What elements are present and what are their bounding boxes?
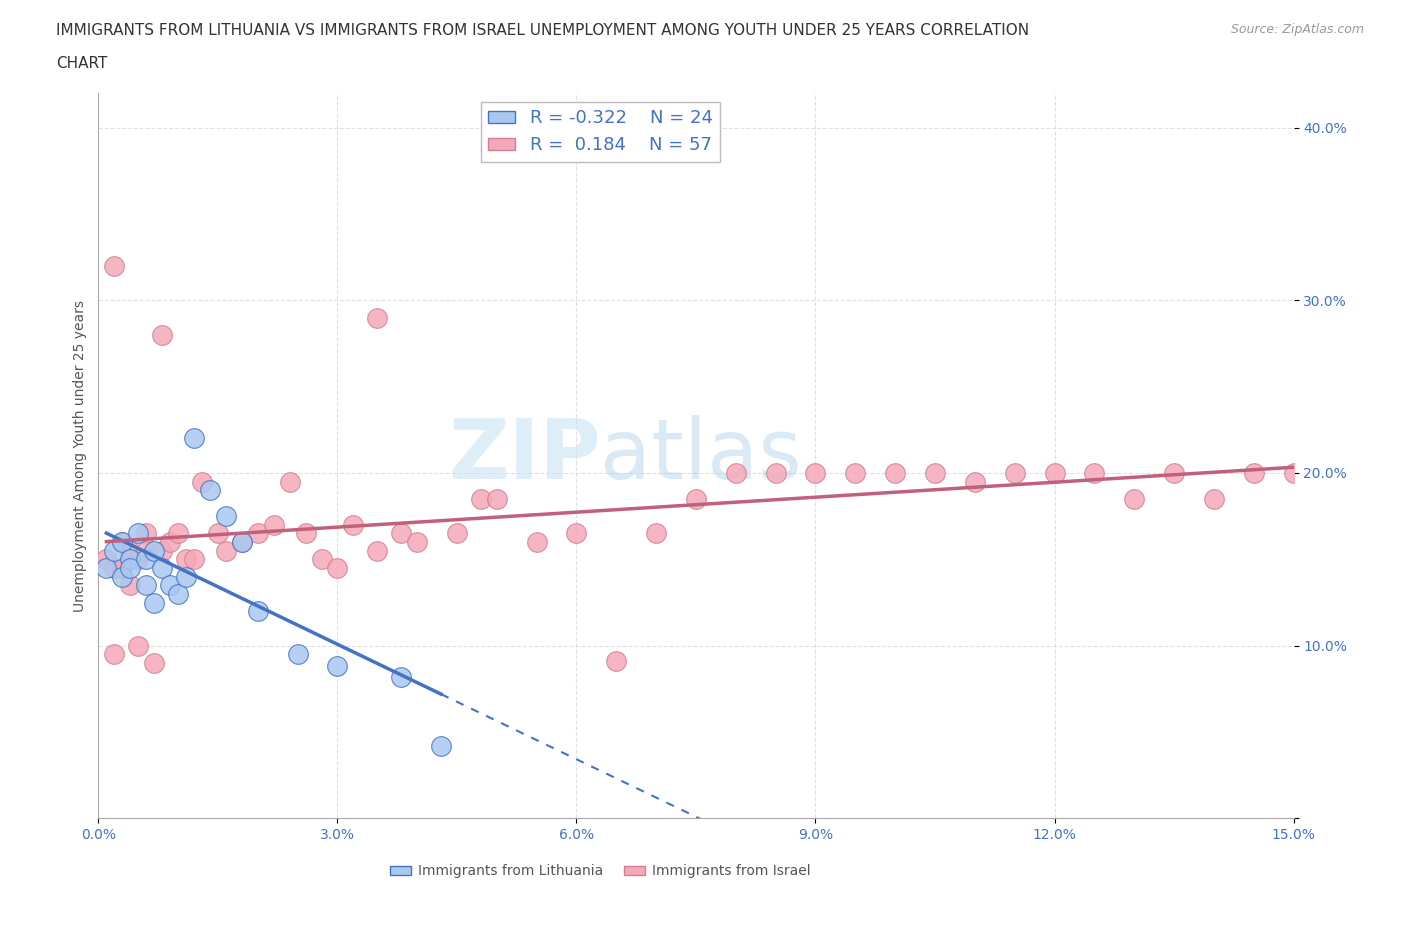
Point xyxy=(198,483,221,498)
Point xyxy=(366,543,388,558)
Point xyxy=(143,656,166,671)
Point xyxy=(183,431,205,445)
Point xyxy=(120,561,142,576)
Point xyxy=(326,561,349,576)
Text: IMMIGRANTS FROM LITHUANIA VS IMMIGRANTS FROM ISRAEL UNEMPLOYMENT AMONG YOUTH UND: IMMIGRANTS FROM LITHUANIA VS IMMIGRANTS … xyxy=(56,23,1029,38)
Point xyxy=(1163,466,1185,481)
Point xyxy=(127,638,149,653)
Point xyxy=(231,535,253,550)
Point xyxy=(1043,466,1066,481)
Point xyxy=(96,551,118,566)
Point xyxy=(127,551,149,566)
Point xyxy=(135,578,157,592)
Point xyxy=(150,561,173,576)
Point xyxy=(278,474,301,489)
Point xyxy=(246,604,269,618)
Point xyxy=(342,517,364,532)
Point xyxy=(765,466,787,481)
Point xyxy=(1004,466,1026,481)
Point xyxy=(1282,466,1305,481)
Point xyxy=(366,310,388,325)
Point xyxy=(143,543,166,558)
Point xyxy=(96,561,118,576)
Point xyxy=(135,543,157,558)
Point xyxy=(844,466,866,481)
Point xyxy=(167,526,190,541)
Point xyxy=(406,535,429,550)
Point xyxy=(215,509,238,524)
Point xyxy=(111,569,134,584)
Point xyxy=(1123,491,1146,506)
Point xyxy=(446,526,468,541)
Point xyxy=(159,535,181,550)
Point xyxy=(120,551,142,566)
Point xyxy=(294,526,316,541)
Point xyxy=(207,526,229,541)
Point xyxy=(111,561,134,576)
Point xyxy=(174,569,197,584)
Point xyxy=(231,535,253,550)
Point xyxy=(389,670,412,684)
Point xyxy=(287,647,309,662)
Point xyxy=(311,551,333,566)
Point xyxy=(150,327,173,342)
Point xyxy=(143,595,166,610)
Point xyxy=(246,526,269,541)
Point xyxy=(103,259,125,273)
Text: ZIP: ZIP xyxy=(449,415,600,497)
Point xyxy=(174,551,197,566)
Point xyxy=(159,578,181,592)
Point xyxy=(430,738,453,753)
Point xyxy=(135,526,157,541)
Text: Source: ZipAtlas.com: Source: ZipAtlas.com xyxy=(1230,23,1364,36)
Point xyxy=(685,491,707,506)
Point xyxy=(167,587,190,602)
Point xyxy=(1202,491,1225,506)
Point xyxy=(120,543,142,558)
Point xyxy=(120,578,142,592)
Point xyxy=(103,561,125,576)
Point xyxy=(963,474,986,489)
Point xyxy=(526,535,548,550)
Point xyxy=(1243,466,1265,481)
Point xyxy=(111,535,134,550)
Point xyxy=(326,659,349,674)
Text: atlas: atlas xyxy=(600,415,801,497)
Point xyxy=(150,543,173,558)
Point xyxy=(605,654,627,669)
Point xyxy=(470,491,492,506)
Legend: Immigrants from Lithuania, Immigrants from Israel: Immigrants from Lithuania, Immigrants fr… xyxy=(385,859,815,884)
Point xyxy=(724,466,747,481)
Point xyxy=(103,543,125,558)
Point xyxy=(135,551,157,566)
Point xyxy=(485,491,508,506)
Point xyxy=(215,543,238,558)
Point xyxy=(183,551,205,566)
Point xyxy=(1083,466,1105,481)
Point xyxy=(263,517,285,532)
Y-axis label: Unemployment Among Youth under 25 years: Unemployment Among Youth under 25 years xyxy=(73,299,87,612)
Point xyxy=(103,647,125,662)
Point xyxy=(645,526,668,541)
Point xyxy=(389,526,412,541)
Point xyxy=(565,526,588,541)
Point xyxy=(804,466,827,481)
Point xyxy=(127,526,149,541)
Point xyxy=(924,466,946,481)
Text: CHART: CHART xyxy=(56,56,108,71)
Point xyxy=(884,466,907,481)
Point xyxy=(191,474,214,489)
Point xyxy=(111,535,134,550)
